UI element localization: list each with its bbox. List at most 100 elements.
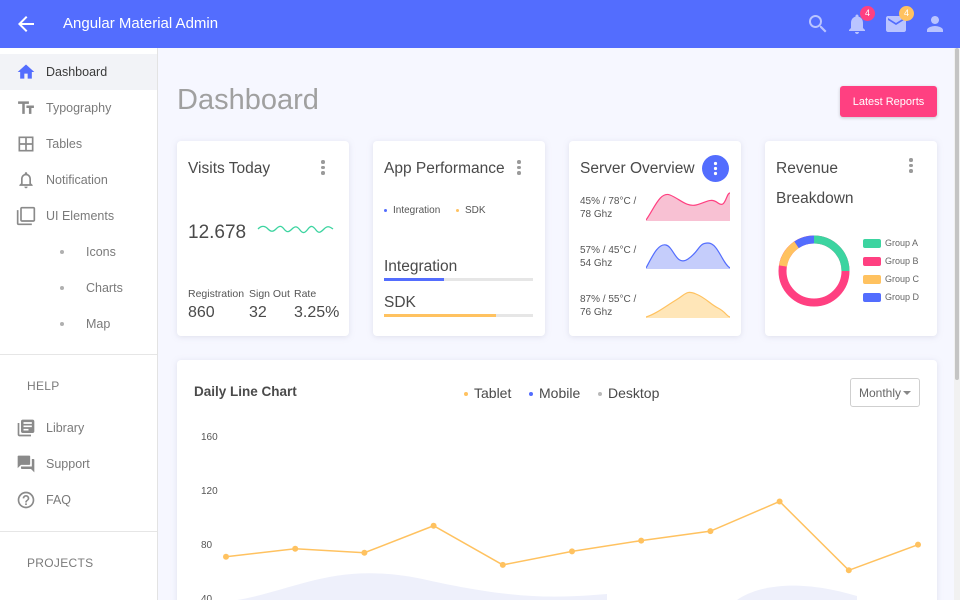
caret-down-icon	[903, 391, 911, 395]
swatch-icon	[863, 275, 881, 285]
revenue-donut-chart	[778, 235, 850, 307]
legend-item: SDK	[456, 205, 486, 216]
forum-icon	[17, 455, 35, 473]
home-icon	[17, 64, 35, 79]
stat-label: Rate	[294, 288, 317, 300]
sidebar-item-label: Support	[46, 457, 90, 471]
y-tick-label: 120	[201, 486, 218, 497]
search-icon[interactable]	[806, 12, 830, 36]
sidebar-item-support[interactable]: Support	[0, 446, 157, 482]
legend-item: Desktop	[598, 385, 659, 401]
tablet-data-point[interactable]	[499, 561, 506, 568]
tablet-data-point[interactable]	[430, 522, 437, 529]
card-title: Server Overview	[580, 160, 695, 177]
sidebar-section-projects: PROJECTS	[27, 556, 94, 570]
sidebar-item-label: Dashboard	[46, 65, 108, 79]
notifications-button[interactable]: 4	[845, 6, 875, 36]
legend-label: Group C	[885, 274, 920, 284]
legend-label: Tablet	[474, 385, 512, 401]
tablet-data-point[interactable]	[707, 528, 714, 535]
visits-value: 12.678	[188, 222, 247, 243]
tablet-data-point[interactable]	[361, 549, 368, 556]
sidebar-subitem-icons[interactable]: Icons	[0, 234, 157, 270]
legend-item: Group D	[863, 292, 920, 303]
visits-sparkline	[257, 225, 334, 234]
legend-item: Integration	[384, 205, 440, 216]
sidebar-item-notification[interactable]: Notification	[0, 162, 157, 198]
sidebar-item-label: Library	[46, 421, 85, 435]
server-stat-text: 57% / 45°C / 54 Ghz	[580, 245, 637, 269]
sidebar-item-typography[interactable]: Typography	[0, 90, 157, 126]
sidebar-item-label: Notification	[46, 173, 108, 187]
sidebar-item-ui-elements[interactable]: UI Elements	[0, 198, 157, 234]
page-scrollbar[interactable]	[954, 48, 960, 600]
messages-button[interactable]: 4	[884, 6, 914, 36]
sidebar-item-label: UI Elements	[46, 209, 115, 223]
more-vert-icon[interactable]	[904, 156, 918, 176]
sidebar-subitem-label: Icons	[86, 245, 116, 259]
latest-reports-button[interactable]: Latest Reports	[840, 86, 937, 117]
bell-icon	[19, 172, 33, 189]
legend-label: Integration	[393, 205, 441, 216]
stat-value: 860	[188, 304, 215, 321]
server-area-chart	[646, 192, 730, 221]
dot-icon	[464, 392, 468, 397]
library-icon	[17, 419, 35, 437]
tablet-data-point[interactable]	[569, 548, 575, 555]
sdk-progress	[384, 314, 533, 317]
dot-icon	[598, 392, 602, 397]
legend-label: SDK	[465, 205, 486, 216]
legend-item: Group B	[863, 256, 919, 267]
sidebar-item-faq[interactable]: FAQ	[0, 482, 157, 518]
period-select-value: Monthly	[859, 386, 902, 400]
tablet-data-point[interactable]	[223, 553, 229, 560]
bullet-icon	[60, 286, 64, 290]
tablet-data-point[interactable]	[292, 545, 299, 552]
help-icon	[17, 491, 35, 509]
app-performance-card: App Performance Integration SDK Integrat…	[373, 141, 545, 336]
progress-label: SDK	[384, 294, 416, 311]
card-title: App Performance	[384, 160, 505, 177]
arrow-back-icon[interactable]	[14, 12, 38, 36]
revenue-breakdown-card: Revenue Breakdown	[765, 141, 937, 336]
more-vert-icon[interactable]	[512, 158, 526, 178]
legend-label: Desktop	[608, 385, 660, 401]
stat-value: 3.25%	[294, 304, 340, 321]
table-icon	[18, 136, 34, 152]
legend-label: Mobile	[539, 385, 581, 401]
tablet-data-point[interactable]	[776, 498, 783, 505]
sidebar-item-tables[interactable]: Tables	[0, 126, 157, 162]
tablet-data-point[interactable]	[915, 541, 921, 548]
sidebar-item-dashboard[interactable]: Dashboard	[0, 54, 157, 90]
stat-label: Sign Out	[249, 288, 290, 300]
notifications-badge: 4	[860, 6, 875, 21]
visits-today-card: Visits Today 12.678 Registration 860 Sig…	[177, 141, 349, 336]
sidebar-subitem-charts[interactable]: Charts	[0, 270, 157, 306]
integration-progress	[384, 278, 533, 281]
sidebar-section-help: HELP	[27, 379, 60, 393]
top-app-bar: Angular Material Admin 4 4	[0, 0, 960, 48]
legend-item: Mobile	[529, 385, 580, 401]
page-title: Dashboard	[177, 84, 319, 116]
tablet-data-point[interactable]	[638, 537, 645, 544]
tablet-data-point[interactable]	[845, 567, 852, 574]
sidebar-subitem-map[interactable]: Map	[0, 306, 157, 342]
swatch-icon	[863, 239, 881, 249]
legend-label: Group D	[885, 292, 920, 302]
progress-fill	[384, 314, 496, 317]
app-title: Angular Material Admin	[63, 15, 219, 32]
account-icon[interactable]	[923, 12, 947, 36]
sidebar-item-library[interactable]: Library	[0, 410, 157, 446]
period-select[interactable]: Monthly	[850, 378, 920, 407]
messages-badge: 4	[899, 6, 914, 21]
text-format-icon	[18, 101, 34, 114]
more-vert-icon	[713, 161, 718, 176]
sidebar-divider	[0, 354, 157, 355]
server-area-chart	[646, 291, 730, 318]
scrollbar-thumb[interactable]	[955, 48, 959, 380]
progress-fill	[384, 278, 444, 281]
layers-icon	[16, 206, 36, 226]
more-vert-button[interactable]	[702, 155, 729, 182]
more-vert-icon[interactable]	[316, 158, 330, 178]
legend-label: Group B	[885, 256, 919, 266]
